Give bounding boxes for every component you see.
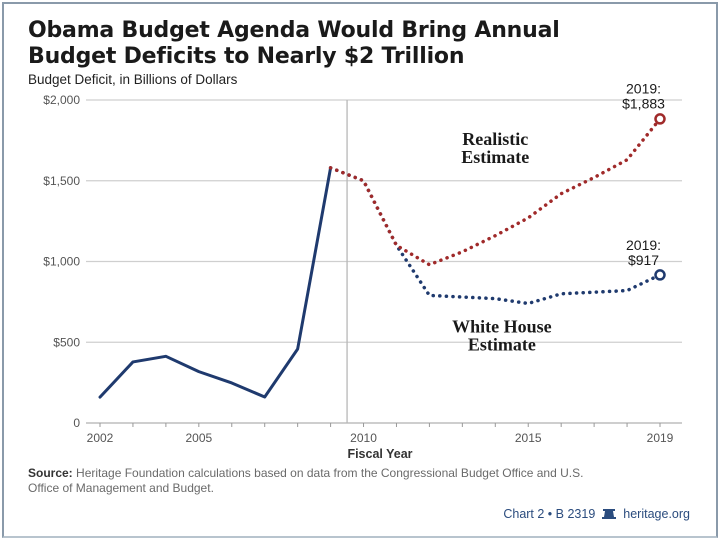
x-tick-label: 2005	[185, 431, 212, 445]
annotation-label: 2019:	[626, 81, 661, 97]
liberty-bell-icon	[602, 509, 617, 519]
chart-title-line-1: Obama Budget Agenda Would Bring Annual	[28, 18, 560, 43]
source-note: Source: Heritage Foundation calculations…	[28, 466, 588, 496]
annotation-label: White House	[452, 317, 552, 337]
series-line-historical	[98, 166, 333, 399]
source-label: Source:	[28, 466, 73, 480]
y-tick-label: $1,000	[43, 255, 80, 269]
annotation-label: 2019:	[626, 237, 661, 253]
y-tick-label: $2,000	[43, 93, 80, 107]
y-axis-title: Budget Deficit, in Billions of Dollars	[28, 72, 238, 87]
annotation-label: $917	[628, 252, 659, 268]
heritage-link[interactable]: heritage.org	[623, 507, 690, 521]
x-tick-label: 2015	[515, 431, 542, 445]
annotation-label: Estimate	[468, 335, 536, 355]
x-axis-title: Fiscal Year	[347, 447, 412, 461]
source-text: Heritage Foundation calculations based o…	[28, 466, 584, 495]
x-tick-label: 2019	[647, 431, 674, 445]
y-tick-label: $500	[53, 335, 80, 349]
end-point-marker	[654, 269, 666, 281]
footer: Chart 2 • B 2319 heritage.org	[503, 507, 690, 521]
x-tick-label: 2002	[87, 431, 114, 445]
annotation-label: $1,883	[622, 96, 665, 112]
annotation-label: Estimate	[461, 147, 529, 167]
end-point-marker	[654, 113, 666, 125]
x-tick-label: 2010	[350, 431, 377, 445]
annotation-label: Realistic	[462, 129, 528, 149]
y-tick-label: 0	[73, 416, 80, 430]
y-tick-label: $1,500	[43, 174, 80, 188]
chart-title-line-2: Budget Deficits to Nearly $2 Trillion	[28, 44, 465, 69]
chart-title: Obama Budget Agenda Would Bring Annual B…	[28, 18, 560, 70]
series-line-realistic-estimate	[328, 117, 662, 267]
chart-id: Chart 2 • B 2319	[503, 507, 596, 521]
